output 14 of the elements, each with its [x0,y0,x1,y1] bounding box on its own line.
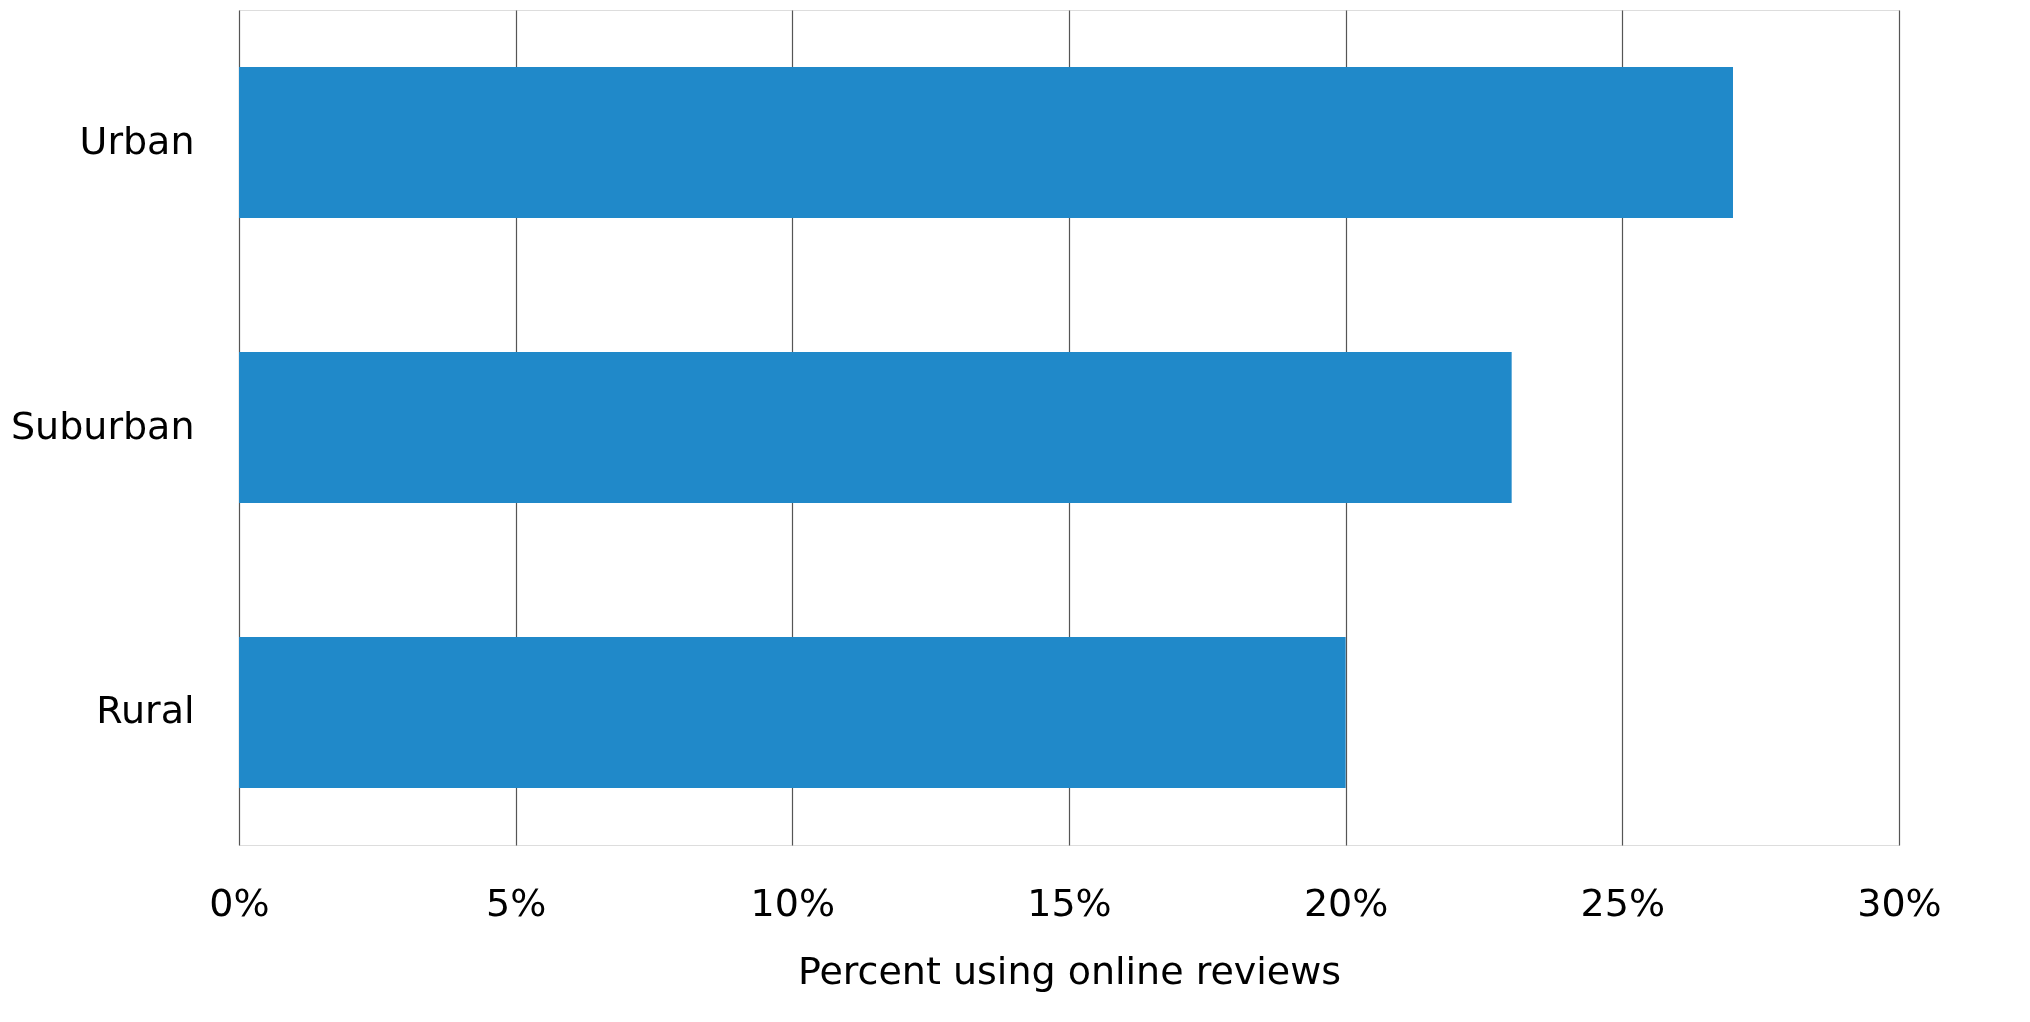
x-tick-label: 20% [1303,880,1389,925]
x-tick-label: 10% [750,880,836,925]
bar [239,67,1733,219]
bar [239,351,1512,504]
x-tick-label: 30% [1857,880,1942,925]
bar [239,636,1346,788]
x-tick-label: 5% [486,880,547,925]
x-tick-label: 15% [1027,880,1112,925]
y-tick-label: Suburban [10,403,195,448]
y-tick-label: Rural [96,688,195,733]
y-tick-label: Urban [79,118,195,163]
x-tick-label: 25% [1580,880,1666,925]
x-tick-label: 0% [209,880,270,925]
x-axis-title: Percent using online reviews [797,948,1342,993]
